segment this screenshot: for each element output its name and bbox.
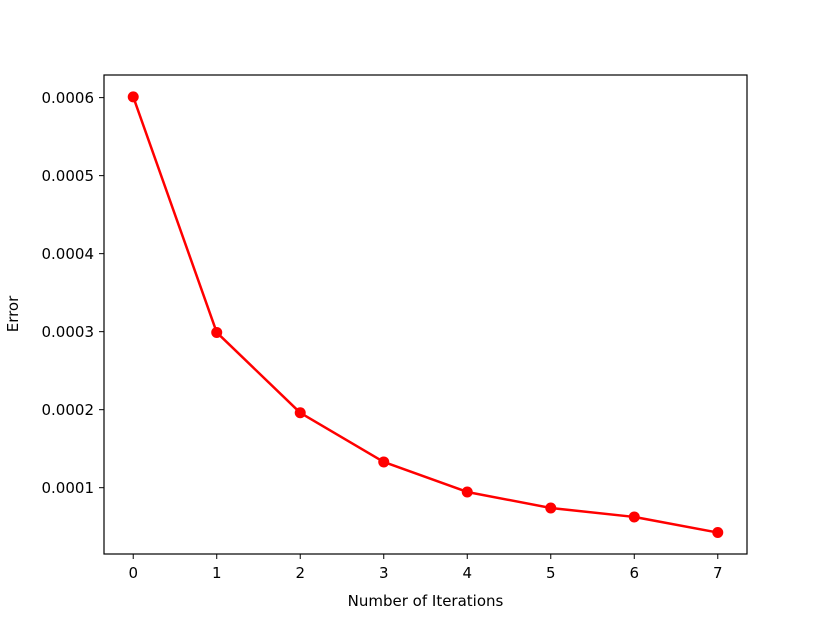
- data-point: [461, 486, 473, 498]
- data-point: [378, 456, 390, 468]
- data-point: [211, 326, 223, 338]
- y-tick-label: 0.0003: [42, 323, 95, 341]
- series-layer: [127, 91, 724, 539]
- y-tick-label: 0.0002: [42, 401, 95, 419]
- x-tick-label: 4: [462, 564, 472, 582]
- data-point: [294, 407, 306, 419]
- x-tick-label: 7: [713, 564, 723, 582]
- y-axis-label: Error: [4, 295, 22, 332]
- plot-frame: [103, 74, 748, 555]
- y-tick-label: 0.0001: [42, 479, 95, 497]
- data-point: [127, 91, 139, 103]
- y-tick-label: 0.0006: [42, 89, 95, 107]
- x-axis-label: Number of Iterations: [348, 592, 504, 610]
- x-tick-label: 2: [295, 564, 305, 582]
- error-series-line: [132, 96, 719, 534]
- y-tick-label: 0.0005: [42, 167, 95, 185]
- x-tick-label: 6: [629, 564, 639, 582]
- x-tick-label: 1: [212, 564, 222, 582]
- x-tick-label: 3: [379, 564, 389, 582]
- data-point: [712, 527, 724, 539]
- data-point: [545, 502, 557, 514]
- y-tick-label: 0.0004: [42, 245, 95, 263]
- data-point: [628, 511, 640, 523]
- x-tick-label: 5: [546, 564, 556, 582]
- x-axis: 0 1 2 3 4 5 6 7: [128, 554, 723, 582]
- x-tick-label: 0: [128, 564, 138, 582]
- y-axis: 0.0001 0.0002 0.0003 0.0004 0.0005 0.0006: [42, 89, 104, 497]
